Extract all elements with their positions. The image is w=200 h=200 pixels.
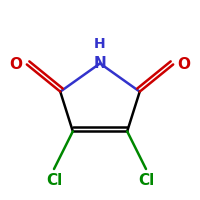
Text: Cl: Cl: [138, 173, 154, 188]
Text: H: H: [94, 37, 106, 51]
Text: O: O: [177, 57, 190, 72]
Text: O: O: [10, 57, 23, 72]
Text: N: N: [94, 56, 106, 71]
Text: Cl: Cl: [46, 173, 62, 188]
